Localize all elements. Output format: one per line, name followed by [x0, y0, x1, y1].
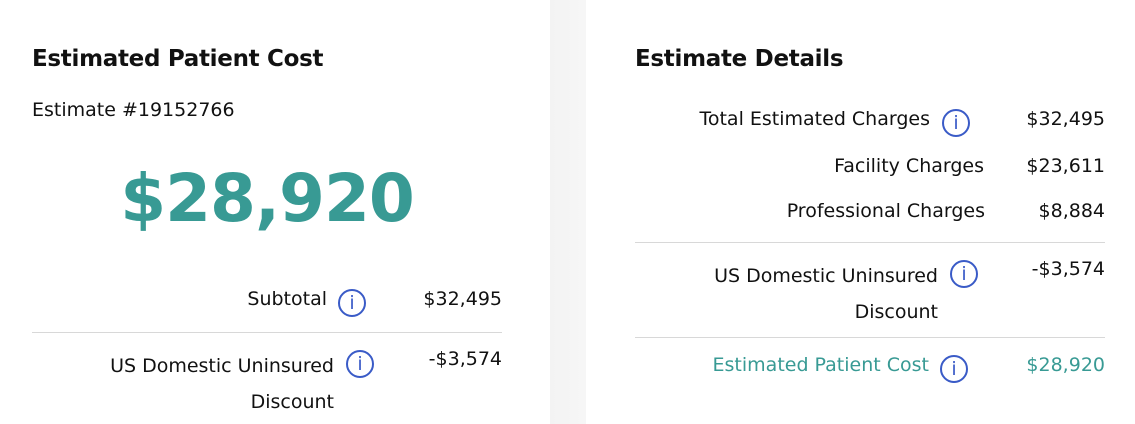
facility-charges-label: Facility Charges	[834, 155, 984, 177]
discount-value: -$3,574	[428, 348, 502, 370]
divider	[32, 332, 502, 333]
patient-cost-label: Estimated Patient Cost	[712, 354, 929, 376]
discount-label-line2: Discount	[250, 391, 334, 413]
info-icon[interactable]: i	[338, 289, 366, 317]
divider	[635, 242, 1105, 243]
patient-cost-value: $28,920	[1026, 354, 1105, 376]
facility-charges-value: $23,611	[1026, 155, 1105, 177]
info-icon[interactable]: i	[950, 260, 978, 288]
panel-title: Estimate Details	[635, 46, 844, 72]
professional-charges-label: Professional Charges	[786, 200, 985, 222]
discount-label-line2: Discount	[854, 301, 938, 323]
discount-label: US Domestic Uninsured Discount	[110, 348, 334, 420]
panel-title: Estimated Patient Cost	[32, 46, 324, 72]
estimated-total: $28,920	[120, 160, 415, 237]
info-icon[interactable]: i	[942, 109, 970, 137]
subtotal-label: Subtotal	[247, 288, 327, 310]
total-charges-label: Total Estimated Charges	[699, 108, 930, 130]
estimate-number: Estimate #19152766	[32, 99, 235, 121]
info-icon[interactable]: i	[346, 350, 374, 378]
total-charges-value: $32,495	[1026, 108, 1105, 130]
discount-label: US Domestic Uninsured Discount	[714, 258, 938, 330]
subtotal-value: $32,495	[423, 288, 502, 310]
discount-value: -$3,574	[1031, 258, 1105, 280]
discount-label-line1: US Domestic Uninsured	[110, 355, 334, 377]
panel-divider	[550, 0, 586, 424]
discount-label-line1: US Domestic Uninsured	[714, 265, 938, 287]
divider	[635, 337, 1105, 338]
info-icon[interactable]: i	[940, 355, 968, 383]
professional-charges-value: $8,884	[1038, 200, 1105, 222]
